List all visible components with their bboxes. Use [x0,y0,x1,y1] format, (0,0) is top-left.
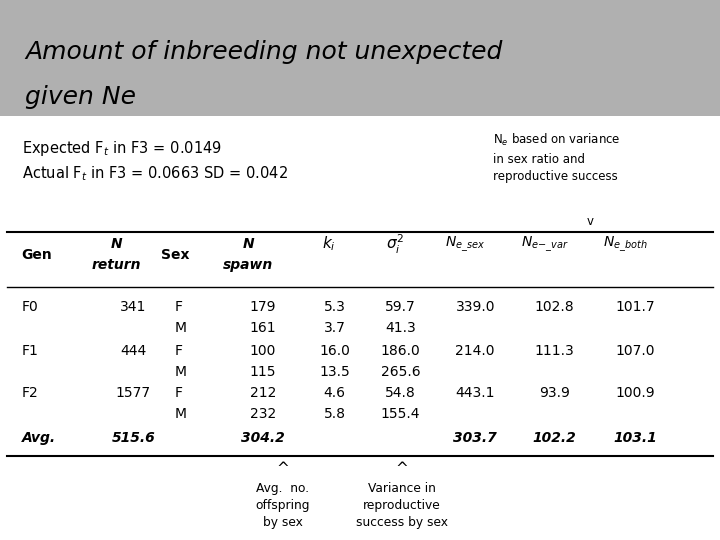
Text: 5.8: 5.8 [324,407,346,421]
Text: $N_{e\mathit{-}\_var}$: $N_{e\mathit{-}\_var}$ [521,234,568,254]
Text: M: M [175,321,187,335]
Text: 3.7: 3.7 [324,321,346,335]
Text: F1: F1 [22,344,38,358]
Text: 100: 100 [250,344,276,358]
Text: 232: 232 [250,407,276,421]
Text: 186.0: 186.0 [380,344,420,358]
Text: 4.6: 4.6 [324,386,346,400]
Text: 107.0: 107.0 [616,344,654,358]
Text: Actual F$_t$ in F3 = 0.0663 SD = 0.042: Actual F$_t$ in F3 = 0.0663 SD = 0.042 [22,165,287,183]
Text: 103.1: 103.1 [613,431,657,446]
Text: Gen: Gen [22,248,53,262]
Text: spawn: spawn [223,258,274,272]
Text: M: M [175,364,187,379]
Text: 303.7: 303.7 [454,431,497,446]
Text: 212: 212 [250,386,276,400]
Text: 13.5: 13.5 [320,364,350,379]
Text: Avg.  no.
offspring
by sex: Avg. no. offspring by sex [256,482,310,529]
Text: 444: 444 [120,344,146,358]
Text: Sex: Sex [161,248,189,262]
Text: 102.2: 102.2 [533,431,576,446]
Text: 155.4: 155.4 [381,407,420,421]
Text: F: F [175,386,183,400]
Text: 54.8: 54.8 [385,386,415,400]
Text: F: F [175,300,183,314]
Text: v: v [587,215,594,228]
Text: ^: ^ [276,461,289,476]
Text: F: F [175,344,183,358]
Text: Expected F$_t$ in F3 = 0.0149: Expected F$_t$ in F3 = 0.0149 [22,139,222,158]
Text: 41.3: 41.3 [385,321,415,335]
Text: F2: F2 [22,386,38,400]
Text: Variance in
reproductive
success by sex: Variance in reproductive success by sex [356,482,448,529]
Bar [0,0,720,116]
Text: 341: 341 [120,300,146,314]
Text: ^: ^ [395,461,408,476]
Text: 111.3: 111.3 [534,344,575,358]
Text: 59.7: 59.7 [385,300,415,314]
Text: $N_{e\_sex}$: $N_{e\_sex}$ [445,234,485,254]
Text: $\sigma^2_i$: $\sigma^2_i$ [385,233,404,255]
Text: 214.0: 214.0 [456,344,495,358]
Text: N: N [243,237,254,251]
Text: 265.6: 265.6 [380,364,420,379]
Text: 115: 115 [250,364,276,379]
Text: F0: F0 [22,300,38,314]
Text: 100.9: 100.9 [615,386,655,400]
Text: 304.2: 304.2 [241,431,284,446]
Text: 179: 179 [250,300,276,314]
Text: 515.6: 515.6 [112,431,155,446]
Text: 339.0: 339.0 [456,300,495,314]
Text: Avg.: Avg. [22,431,55,446]
Text: 5.3: 5.3 [324,300,346,314]
Text: 443.1: 443.1 [456,386,495,400]
Text: 93.9: 93.9 [539,386,570,400]
Text: 101.7: 101.7 [615,300,655,314]
Text: M: M [175,407,187,421]
Text: Amount of inbreeding not unexpected: Amount of inbreeding not unexpected [25,40,503,64]
Text: 161: 161 [250,321,276,335]
Text: return: return [92,258,141,272]
Text: 102.8: 102.8 [534,300,575,314]
Text: $N_{e\_both}$: $N_{e\_both}$ [603,234,647,254]
Text: N$_e$ based on variance
in sex ratio and
reproductive success: N$_e$ based on variance in sex ratio and… [493,132,621,184]
Text: 16.0: 16.0 [320,344,350,358]
Text: N: N [111,237,122,251]
Text: $k_i$: $k_i$ [322,235,336,253]
Text: given Ne: given Ne [25,85,136,109]
Text: 1577: 1577 [116,386,150,400]
